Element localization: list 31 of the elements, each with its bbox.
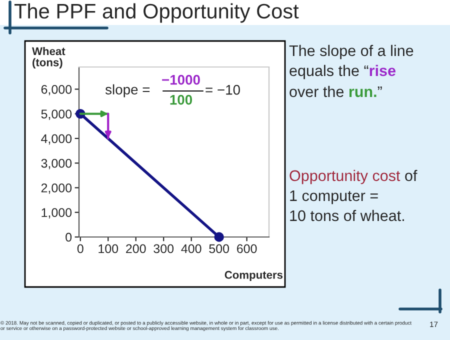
text: 1 computer =: [290, 190, 378, 204]
annotation: 100: [170, 94, 192, 105]
y-tick-label: 3,000: [41, 158, 72, 170]
y-axis-title: Wheat (tons): [32, 47, 66, 69]
y-tick-label: 0: [66, 232, 72, 242]
text: ”: [378, 86, 382, 90]
text: equals the “: [290, 64, 368, 80]
y-tick-label: 4,000: [41, 134, 72, 145]
annotation: −1000: [162, 74, 200, 85]
text: 10 tons of wheat.: [290, 210, 404, 222]
y-tick-label: 6,000: [41, 84, 72, 96]
x-tick-label: 300: [154, 244, 174, 254]
annotation: = −10: [206, 84, 240, 95]
text: over the: [290, 86, 344, 98]
x-axis-title: Computers: [224, 270, 283, 281]
y-tick-label: 2,000: [41, 184, 72, 194]
x-tick-label: 600: [237, 244, 257, 254]
y-tick-label: 5,000: [41, 110, 72, 120]
text: Opportunity cost: [290, 170, 400, 184]
x-tick-label: 200: [126, 244, 146, 254]
text: run.: [349, 88, 376, 98]
chart-title: The PPF and Opportunity Cost: [14, 3, 299, 23]
text: The slope of a line: [289, 44, 414, 60]
x-tick-label: 400: [181, 244, 202, 254]
text: of: [405, 170, 418, 182]
annotation: slope =: [105, 84, 150, 98]
x-tick-label: 500: [209, 244, 230, 254]
text: rise: [370, 64, 396, 76]
y-tick-label: 1,000: [42, 208, 72, 218]
x-tick-label: 100: [98, 244, 118, 254]
x-tick-label: 0: [77, 244, 84, 254]
